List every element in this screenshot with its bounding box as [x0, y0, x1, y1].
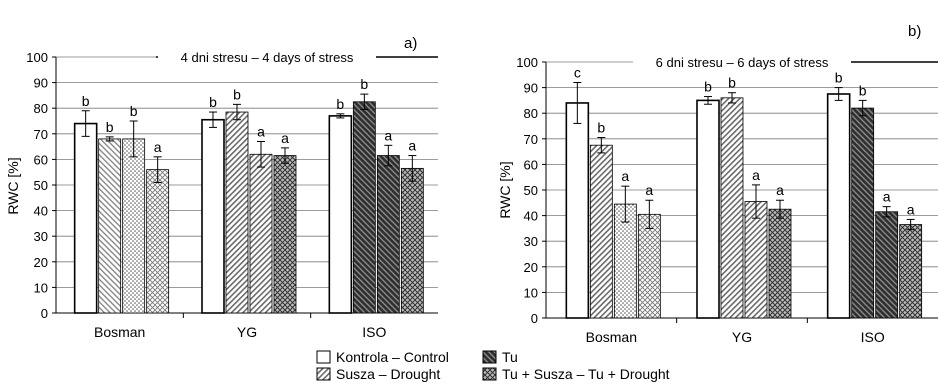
y-tick-label: 30: [34, 229, 48, 244]
bar: [565, 102, 590, 319]
legend-swatch: [316, 367, 331, 381]
bar: [352, 101, 376, 314]
legend-label: Tu: [502, 349, 518, 365]
bar: [899, 224, 923, 319]
y-axis-label: RWC [%]: [497, 161, 513, 218]
y-tick-label: 0: [531, 311, 538, 326]
significance-letter: b: [859, 82, 867, 98]
y-tick-label: 20: [524, 260, 538, 275]
y-tick-label: 90: [524, 81, 538, 96]
x-tick-label: YG: [732, 329, 752, 345]
significance-letter: b: [336, 96, 344, 112]
significance-letter: a: [408, 138, 416, 154]
significance-letter: a: [281, 130, 289, 146]
bar: [589, 144, 613, 319]
y-axis-label: RWC [%]: [5, 157, 21, 214]
bar: [146, 169, 170, 314]
legend-label: Susza – Drought: [336, 366, 440, 382]
significance-letter: a: [645, 182, 653, 198]
significance-letter: b: [82, 93, 90, 109]
panel-b: b) 0 10 20 30 40 50 60 70 80 90 100 6 dni stresu – 6…: [497, 23, 938, 345]
x-tick-label: ISO: [362, 324, 386, 340]
y-tick-label: 70: [34, 127, 48, 142]
chart-title: 6 dni stresu – 6 days of stress: [656, 55, 829, 70]
y-tick-label: 40: [524, 209, 538, 224]
y-tick-label: 0: [41, 306, 48, 321]
y-tick-label: 30: [524, 234, 538, 249]
y-tick-label: 20: [34, 255, 48, 270]
x-tick-label: Bosman: [586, 329, 637, 345]
significance-letter: a: [907, 201, 915, 217]
significance-letter: b: [106, 119, 114, 135]
chart-title: 4 dni stresu – 4 days of stress: [181, 50, 354, 65]
legend-label: Kontrola – Control: [336, 349, 449, 365]
bar: [376, 155, 400, 314]
panel-letter: b): [908, 23, 921, 40]
title-backdrop: [633, 52, 851, 72]
bar: [73, 122, 98, 314]
bar: [249, 153, 273, 314]
significance-letter: a: [621, 168, 629, 184]
bar: [744, 201, 768, 319]
significance-letter: b: [597, 120, 605, 136]
y-tick-label: 100: [26, 50, 48, 65]
bar: [201, 118, 225, 314]
significance-letter: a: [154, 139, 162, 155]
panel-a: a) 0 10 20 30 40 50 60 70 80 90 100 4 dni stresu – 4…: [5, 35, 438, 340]
significance-letter: b: [360, 76, 368, 92]
significance-letter: a: [776, 182, 784, 198]
title-backdrop: [158, 47, 376, 67]
bar: [400, 167, 424, 314]
x-tick-label: ISO: [861, 329, 885, 345]
y-tick-label: 80: [524, 106, 538, 121]
y-tick-label: 60: [34, 152, 48, 167]
significance-letter: a: [752, 167, 760, 183]
x-tick-label: YG: [237, 324, 257, 340]
bar: [225, 111, 249, 314]
y-tick-label: 40: [34, 204, 48, 219]
bar: [122, 138, 146, 314]
legend-swatch: [482, 367, 497, 381]
significance-letter: b: [233, 86, 241, 102]
bar: [826, 93, 851, 319]
y-tick-label: 100: [516, 55, 538, 70]
bar: [768, 208, 792, 319]
legend-swatch: [316, 350, 331, 364]
significance-letter: b: [704, 79, 712, 95]
significance-letter: b: [209, 94, 217, 110]
bar: [637, 213, 661, 319]
significance-letter: b: [728, 75, 736, 91]
y-tick-label: 50: [524, 183, 538, 198]
y-tick-label: 70: [524, 132, 538, 147]
significance-letter: a: [384, 127, 392, 143]
significance-letter: b: [835, 70, 843, 86]
y-tick-label: 90: [34, 76, 48, 91]
bar: [851, 107, 875, 319]
y-tick-label: 10: [524, 285, 538, 300]
bar: [273, 155, 297, 314]
legend-label: Tu + Susza – Tu + Drought: [502, 366, 670, 382]
y-tick-label: 10: [34, 280, 48, 295]
y-tick-label: 50: [34, 178, 48, 193]
significance-letter: a: [257, 123, 265, 139]
y-tick-label: 60: [524, 157, 538, 172]
significance-letter: a: [883, 189, 891, 205]
bar: [720, 97, 744, 319]
y-tick-label: 80: [34, 101, 48, 116]
bar: [98, 138, 122, 314]
x-tick-label: Bosman: [94, 324, 145, 340]
significance-letter: c: [574, 64, 581, 80]
significance-letter: b: [130, 103, 138, 119]
legend-swatch: [482, 350, 497, 364]
bar: [328, 115, 353, 314]
panel-letter: a): [404, 35, 417, 52]
bar: [875, 211, 899, 319]
bar: [696, 99, 720, 319]
